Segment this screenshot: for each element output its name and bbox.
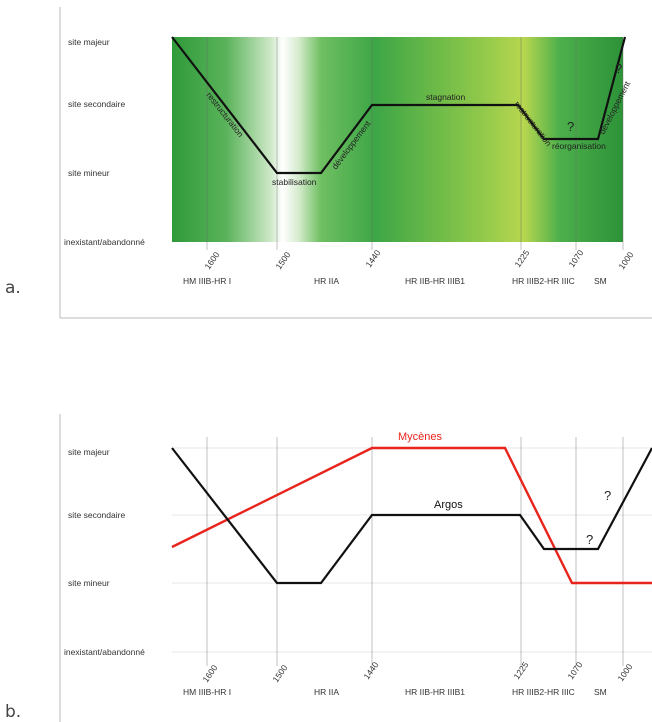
- annotation: stabilisation: [272, 177, 317, 187]
- annotation: stagnation: [426, 92, 465, 102]
- series-line-a: [171, 36, 627, 175]
- tick-label: 1225: [511, 660, 530, 681]
- period-label: SM: [594, 276, 607, 286]
- tick-label: 1500: [270, 663, 289, 684]
- question-mark: ?: [615, 61, 622, 76]
- period-label: HM IIIB-HR I: [183, 276, 231, 286]
- period-label: HR IIB-HR IIIB1: [405, 276, 465, 286]
- panel-a: site majeur site secondaire site mineur …: [5, 7, 652, 319]
- y-label-minor: site mineur: [68, 578, 110, 588]
- period-label: HR IIA: [314, 687, 339, 697]
- series-label-mycenes: Mycènes: [398, 431, 443, 443]
- y-label-secondary: site secondaire: [68, 510, 125, 520]
- tick-label: 1500: [273, 250, 292, 271]
- series-line-mycenes: [171, 446, 652, 585]
- panel-letter-a: a.: [5, 278, 21, 298]
- tick-label: 1000: [615, 662, 634, 683]
- tick-label: 1600: [202, 250, 221, 271]
- question-mark: ?: [567, 119, 574, 134]
- y-label-minor: site mineur: [68, 168, 110, 178]
- panel-letter-b: b.: [5, 702, 21, 722]
- period-label: HR IIIB2-HR IIIC: [512, 687, 575, 697]
- period-label: HM IIIB-HR I: [183, 687, 231, 697]
- period-label: SM: [594, 687, 607, 697]
- series-label-argos: Argos: [434, 499, 463, 511]
- period-label: HR IIIB2-HR IIIC: [512, 276, 575, 286]
- y-label-major: site majeur: [68, 37, 110, 47]
- tick-label: 1225: [512, 248, 531, 269]
- y-label-secondary: site secondaire: [68, 99, 125, 109]
- tick-label: 1070: [566, 248, 585, 269]
- tick-label: 1070: [565, 660, 584, 681]
- y-label-major: site majeur: [68, 447, 110, 457]
- tick-label: 1440: [361, 660, 380, 681]
- question-mark: ?: [586, 532, 593, 547]
- y-label-absent: inexistant/abandonné: [64, 647, 145, 657]
- panel-b: site majeur site secondaire site mineur …: [5, 414, 652, 722]
- y-label-absent: inexistant/abandonné: [64, 237, 145, 247]
- series-line-argos: [171, 447, 652, 585]
- annotation: réorganisation: [552, 141, 606, 151]
- period-label: HR IIA: [314, 276, 339, 286]
- tick-label: 1440: [363, 248, 382, 269]
- question-mark: ?: [604, 488, 611, 503]
- tick-label: 1600: [200, 663, 219, 684]
- tick-label: 1000: [616, 250, 635, 271]
- period-label: HR IIB-HR IIIB1: [405, 687, 465, 697]
